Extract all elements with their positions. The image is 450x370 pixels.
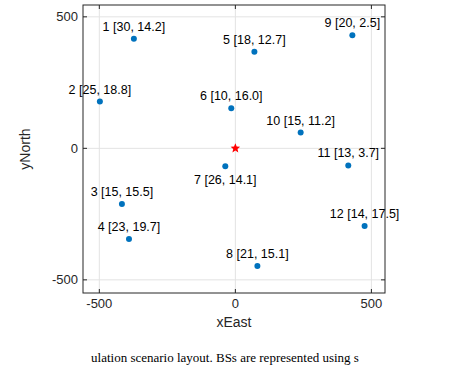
- point-labels: 1 [30, 14.2] 2 [25, 18.8] 3 [15, 15.5] 4 [2…: [69, 16, 400, 261]
- point: [97, 99, 103, 105]
- caption: ulation scenario layout. BSs are represe…: [91, 350, 359, 365]
- point-label: 5 [18, 12.7]: [223, 33, 286, 47]
- point-label: 9 [20, 2.5]: [325, 16, 381, 30]
- point: [345, 162, 351, 168]
- y-axis-label: yNorth: [17, 128, 33, 169]
- x-axis-label: xEast: [216, 314, 251, 330]
- point: [362, 223, 368, 229]
- point-label: 1 [30, 14.2]: [103, 20, 166, 34]
- point: [231, 143, 241, 152]
- point: [222, 163, 228, 169]
- point-label: 3 [15, 15.5]: [91, 185, 154, 199]
- tick: [235, 289, 236, 293]
- point: [254, 263, 260, 269]
- point: [228, 105, 234, 111]
- point: [251, 49, 257, 55]
- tick: [99, 289, 100, 293]
- point: [126, 236, 132, 242]
- tick: [235, 5, 236, 9]
- chart-root: -500 0 500 -500 0 500 xEast yNorth 1 [30, 14.2] 2…: [0, 0, 450, 370]
- tick: [371, 289, 372, 293]
- grid-line: [83, 279, 385, 280]
- point: [298, 130, 304, 136]
- tick-label: 500: [56, 9, 78, 24]
- point-label: 12 [14, 17.5]: [330, 207, 400, 221]
- tick-label: 500: [361, 296, 383, 311]
- tick-label: 0: [232, 296, 239, 311]
- tick: [371, 5, 372, 9]
- plot-frame: [83, 5, 385, 293]
- tick-label: 0: [71, 141, 78, 156]
- tick: [83, 279, 87, 280]
- plot-background: [83, 5, 385, 293]
- tick: [381, 148, 385, 149]
- tick-label: -500: [52, 272, 78, 287]
- tick-label: -500: [86, 296, 112, 311]
- point-label: 2 [25, 18.8]: [69, 83, 132, 97]
- tick: [99, 5, 100, 9]
- point: [131, 36, 137, 42]
- grid-line: [99, 5, 100, 293]
- tick: [83, 148, 87, 149]
- point-label: 10 [15, 11.2]: [266, 114, 335, 128]
- point: [119, 201, 125, 207]
- point-label: 11 [13, 3.7]: [317, 146, 379, 160]
- point-label: 6 [10, 16.0]: [200, 89, 263, 103]
- point: [349, 32, 355, 38]
- point-label: 7 [26, 14.1]: [194, 173, 257, 187]
- point-label: 8 [21, 15.1]: [226, 247, 289, 261]
- point-label: 4 [23, 19.7]: [98, 220, 161, 234]
- tick: [381, 279, 385, 280]
- chart: -500 0 500 -500 0 500 xEast yNorth 1 [30, 14.2] 2…: [0, 0, 450, 370]
- tick: [381, 16, 385, 17]
- tick: [83, 16, 87, 17]
